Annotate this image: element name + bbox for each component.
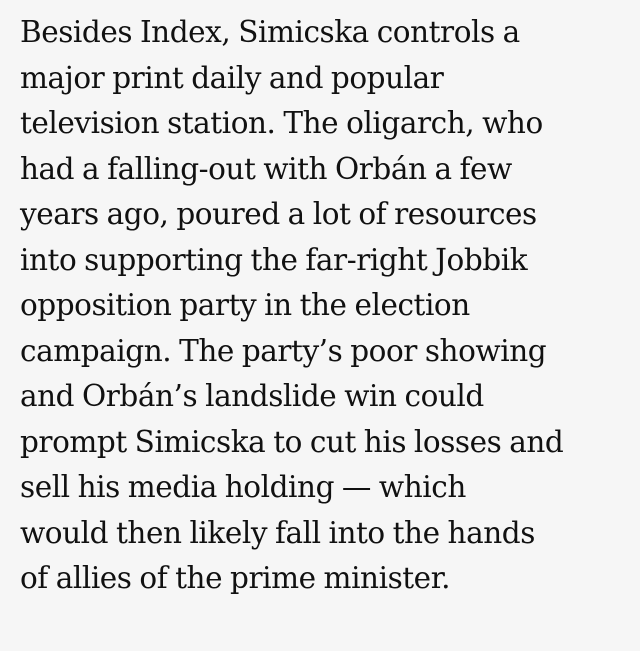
text-line: campaign. The party’s poor showing xyxy=(20,333,547,368)
text-line: Besides Index, Simicska controls a xyxy=(20,15,520,49)
text-line: television station. The oligarch, who xyxy=(20,106,543,140)
text-line: years ago, poured a lot of resources xyxy=(20,197,537,231)
text-line: would then likely fall into the hands xyxy=(20,515,535,550)
text-line: and Orbán’s landslide win could xyxy=(20,379,484,413)
text-line: sell his media holding — which xyxy=(20,470,466,504)
text-line: had a falling-out with Orbán a few xyxy=(20,151,512,186)
text-line: opposition party in the election xyxy=(20,288,470,322)
text-line: prompt Simicska to cut his losses and xyxy=(20,424,564,459)
text-line: major print daily and popular xyxy=(20,60,444,95)
article-paragraph: Besides Index, Simicska controls a major… xyxy=(20,10,624,602)
text-line: of allies of the prime minister. xyxy=(20,561,451,595)
text-line: into supporting the far-right Jobbik xyxy=(20,242,528,277)
